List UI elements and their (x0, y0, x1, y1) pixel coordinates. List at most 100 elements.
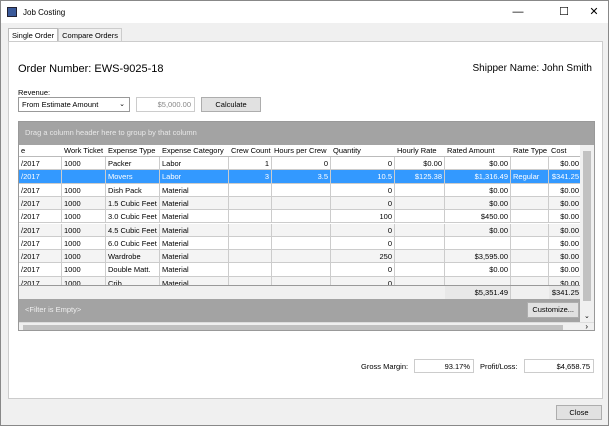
column-header-rate-type[interactable]: Rate Type (513, 146, 548, 155)
cell-rated-amount[interactable]: $0.00 (445, 183, 511, 197)
table-row[interactable]: /2017 1000 Dish Pack Material 0 $0.00 $0.00 (19, 183, 582, 197)
table-row[interactable]: /2017 1000 3.0 Cubic Feet Material 100 $450.0… (19, 210, 582, 224)
cell-quantity[interactable]: 0 (331, 263, 395, 277)
cell-work-ticket[interactable]: 1000 (62, 223, 106, 237)
cell-cost[interactable]: $0.00 (549, 210, 582, 224)
filter-text[interactable]: <Filter is Empty> (25, 305, 82, 314)
column-header-crew-count[interactable]: Crew Count (231, 146, 271, 155)
table-row[interactable]: /2017 1000 Double Matt. Material 0 $0.00 $0.00 (19, 263, 582, 277)
cell-rate-type[interactable] (511, 183, 549, 197)
cell-rated-amount[interactable]: $450.00 (445, 210, 511, 224)
column-header-quantity[interactable]: Quantity (333, 146, 361, 155)
cell-crew-count[interactable] (229, 236, 272, 250)
cell-hourly-rate[interactable]: $0.00 (395, 157, 445, 170)
cell-expense-type[interactable]: Crib (106, 276, 160, 290)
tab-compare-orders[interactable]: Compare Orders (58, 28, 122, 42)
cell-rated-amount[interactable]: $0.00 (445, 157, 511, 170)
scroll-thumb[interactable] (583, 151, 591, 301)
minimize-button[interactable]: — (512, 6, 524, 18)
column-header-date[interactable]: e (21, 146, 26, 155)
cell-cost[interactable]: $0.00 (549, 157, 582, 170)
close-button[interactable]: Close (556, 405, 602, 420)
column-header-hourly-rate[interactable]: Hourly Rate (397, 146, 437, 155)
cell-expense-category[interactable]: Material (160, 276, 229, 290)
cell-work-ticket[interactable]: 1000 (62, 276, 106, 290)
close-window-button[interactable]: ✕ (589, 6, 599, 18)
cell-quantity[interactable]: 0 (331, 196, 395, 210)
cell-cost[interactable]: $0.00 (549, 196, 582, 210)
cell-crew-count[interactable] (229, 183, 272, 197)
cell-hours-per-crew[interactable] (272, 263, 331, 277)
cell-date[interactable]: /2017 (19, 183, 62, 197)
cell-date[interactable]: /2017 (19, 210, 62, 224)
cell-crew-count[interactable]: 3 (229, 170, 272, 184)
cell-expense-type[interactable]: 1.5 Cubic Feet (106, 196, 160, 210)
cell-cost[interactable]: $341.25 (549, 170, 582, 184)
cell-hourly-rate[interactable] (395, 183, 445, 197)
cell-expense-category[interactable]: Material (160, 210, 229, 224)
cell-hours-per-crew[interactable] (272, 250, 331, 264)
cell-expense-category[interactable]: Material (160, 223, 229, 237)
cell-work-ticket[interactable]: 1000 (62, 263, 106, 277)
cell-hourly-rate[interactable] (395, 250, 445, 264)
group-by-panel[interactable]: Drag a column header here to group by th… (19, 122, 594, 145)
cell-crew-count[interactable] (229, 263, 272, 277)
table-row[interactable]: /2017 Movers Labor 3 3.5 10.5 $125.38 $1,316.49… (19, 170, 582, 184)
cell-crew-count[interactable] (229, 196, 272, 210)
cell-cost[interactable]: $0.00 (549, 236, 582, 250)
cell-rate-type[interactable] (511, 250, 549, 264)
cell-rate-type[interactable] (511, 210, 549, 224)
cell-hours-per-crew[interactable] (272, 196, 331, 210)
cell-expense-type[interactable]: 3.0 Cubic Feet (106, 210, 160, 224)
cell-hours-per-crew[interactable] (272, 276, 331, 290)
cell-hourly-rate[interactable] (395, 223, 445, 237)
cell-rate-type[interactable] (511, 276, 549, 290)
cell-rate-type[interactable] (511, 223, 549, 237)
cell-hourly-rate[interactable] (395, 263, 445, 277)
cell-hourly-rate[interactable] (395, 276, 445, 290)
cell-rate-type[interactable] (511, 263, 549, 277)
cell-work-ticket[interactable]: 1000 (62, 210, 106, 224)
cell-quantity[interactable]: 0 (331, 157, 395, 170)
cell-hours-per-crew[interactable] (272, 236, 331, 250)
cell-rate-type[interactable]: Regular (511, 170, 549, 184)
cell-rate-type[interactable] (511, 236, 549, 250)
cell-rated-amount[interactable] (445, 236, 511, 250)
cell-quantity[interactable]: 10.5 (331, 170, 395, 184)
column-header-cost[interactable]: Cost (551, 146, 567, 155)
calculate-button[interactable]: Calculate (201, 97, 261, 112)
cell-work-ticket[interactable]: 1000 (62, 250, 106, 264)
hscroll-thumb[interactable] (23, 325, 563, 330)
cell-date[interactable]: /2017 (19, 223, 62, 237)
cell-hours-per-crew[interactable] (272, 223, 331, 237)
customize-button[interactable]: Customize... (527, 302, 579, 318)
cell-crew-count[interactable] (229, 223, 272, 237)
cell-hourly-rate[interactable] (395, 236, 445, 250)
column-header-expense-category[interactable]: Expense Category (162, 146, 224, 155)
tab-single-order[interactable]: Single Order (8, 28, 59, 42)
cell-work-ticket[interactable] (62, 170, 106, 184)
cell-cost[interactable]: $0.00 (549, 223, 582, 237)
cell-quantity[interactable]: 0 (331, 223, 395, 237)
cell-date[interactable]: /2017 (19, 263, 62, 277)
column-header-hours-per-crew[interactable]: Hours per Crew (274, 146, 327, 155)
cell-rate-type[interactable] (511, 157, 549, 170)
column-header-rated-amount[interactable]: Rated Amount (447, 146, 495, 155)
maximize-button[interactable]: ☐ (559, 6, 569, 18)
column-header-work-ticket[interactable]: Work Ticket (64, 146, 104, 155)
cell-quantity[interactable]: 100 (331, 210, 395, 224)
cell-rated-amount[interactable]: $0.00 (445, 196, 511, 210)
cell-quantity[interactable]: 0 (331, 276, 395, 290)
cell-date[interactable]: /2017 (19, 276, 62, 290)
cell-expense-type[interactable]: 4.5 Cubic Feet (106, 223, 160, 237)
scroll-down-icon[interactable]: ⌄ (584, 313, 590, 320)
table-row[interactable]: /2017 1000 Wardrobe Material 250 $3,595.00 $0.… (19, 250, 582, 264)
vertical-scrollbar[interactable]: ⌄ (580, 145, 594, 322)
column-header-expense-type[interactable]: Expense Type (108, 146, 156, 155)
cell-rated-amount[interactable]: $1,316.49 (445, 170, 511, 184)
cell-expense-type[interactable]: Packer (106, 157, 160, 170)
cell-rated-amount[interactable] (445, 276, 511, 290)
cell-expense-category[interactable]: Labor (160, 170, 229, 184)
cell-hourly-rate[interactable] (395, 196, 445, 210)
cell-work-ticket[interactable]: 1000 (62, 157, 106, 170)
